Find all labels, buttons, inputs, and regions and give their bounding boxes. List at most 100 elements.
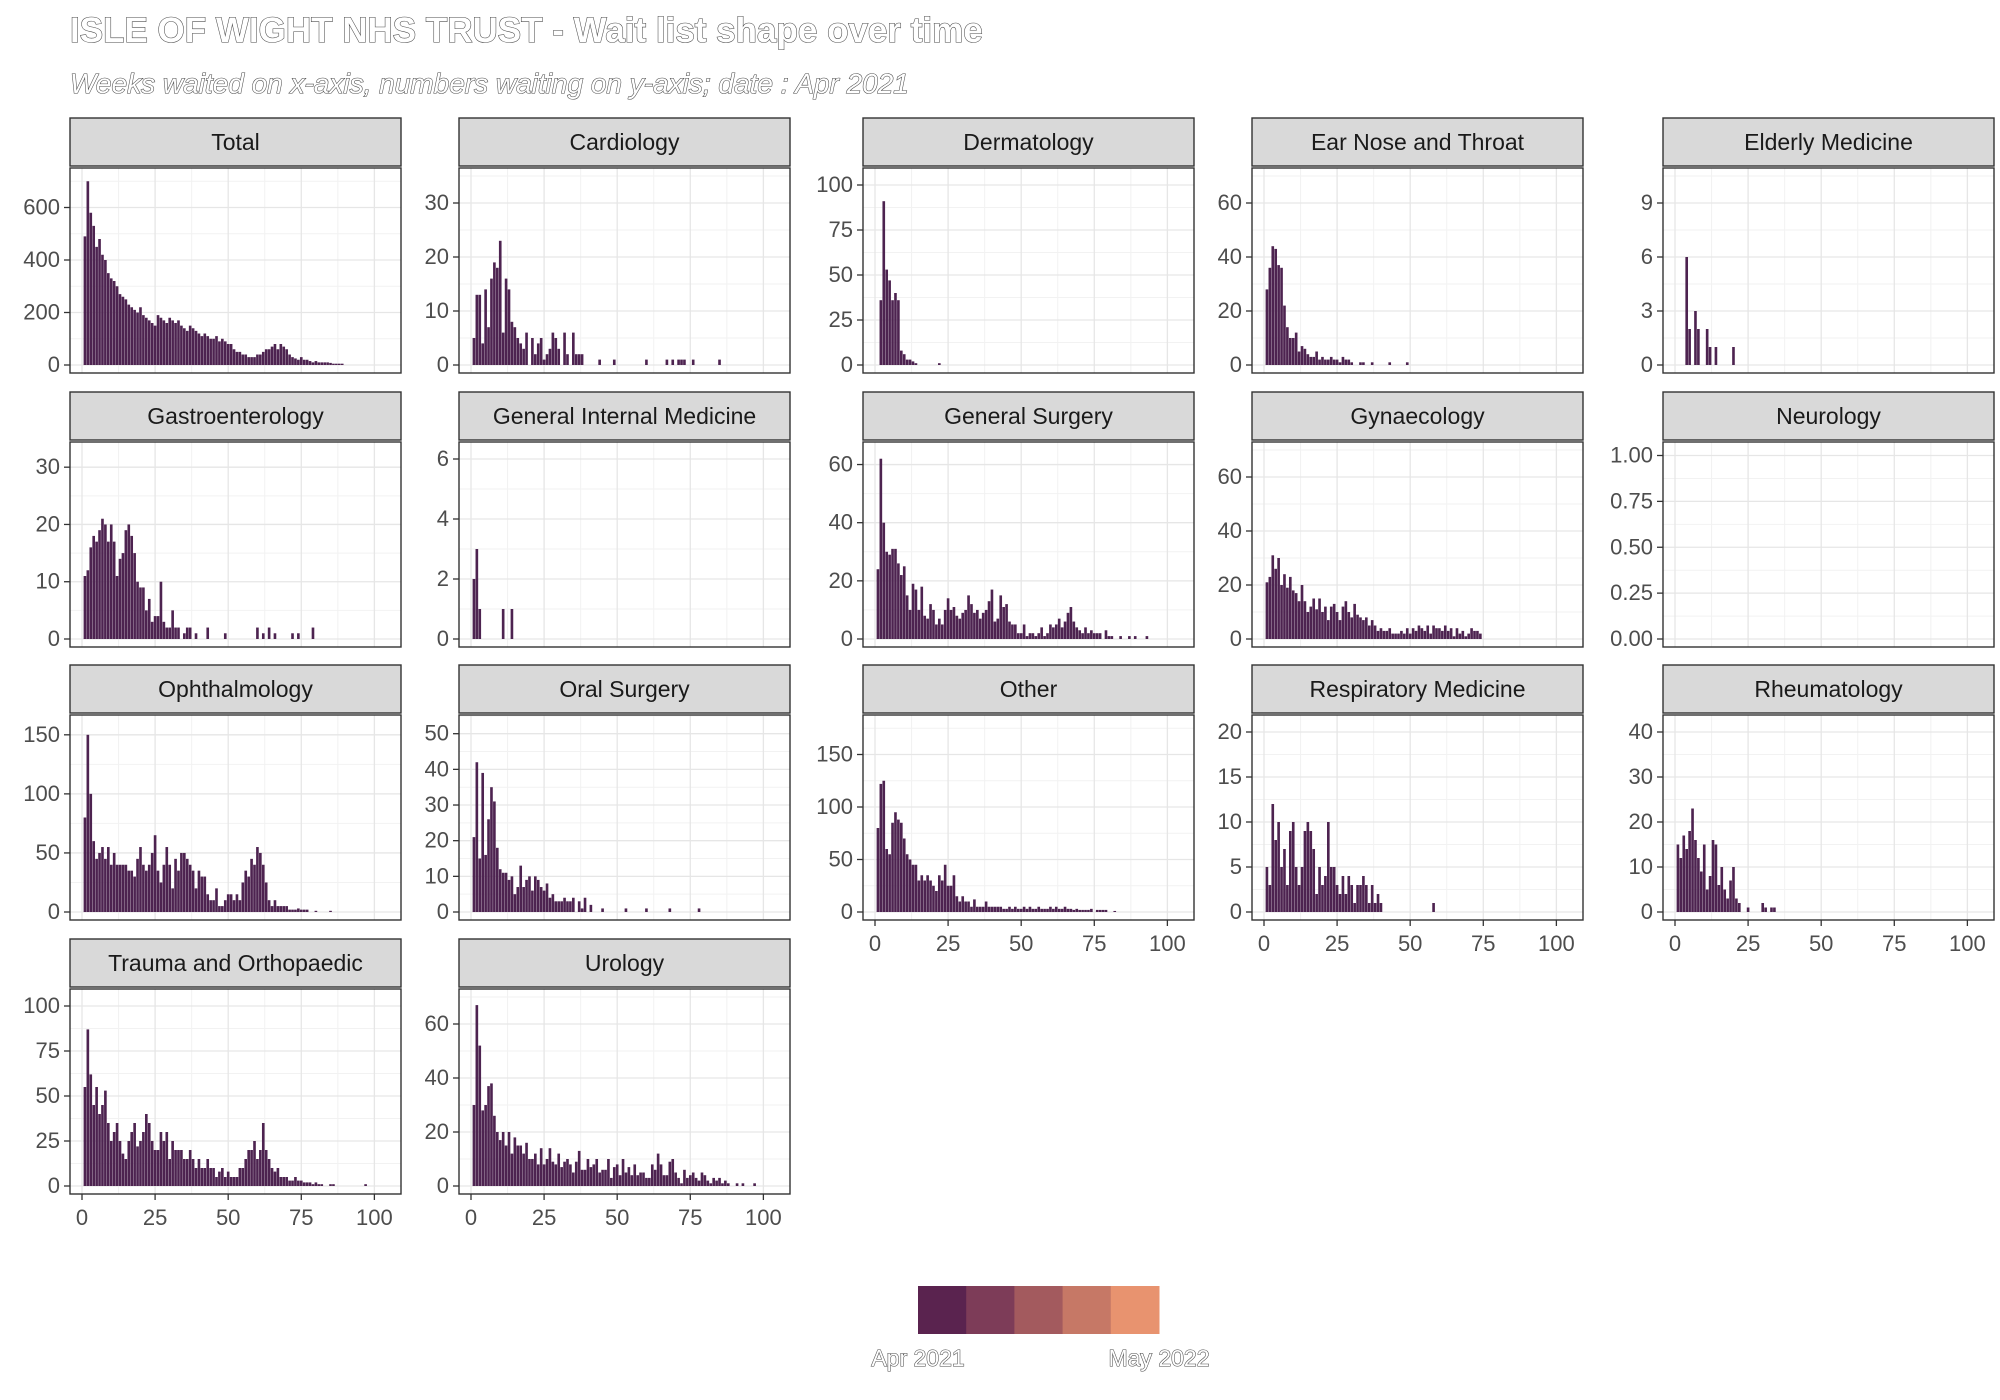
bar bbox=[961, 896, 965, 912]
x-tick-label: 25 bbox=[1325, 931, 1349, 956]
bar bbox=[273, 633, 277, 639]
bar bbox=[908, 359, 912, 365]
bar bbox=[340, 363, 344, 365]
y-tick-label: 30 bbox=[36, 454, 60, 479]
bar bbox=[1060, 627, 1064, 639]
bar bbox=[185, 858, 189, 912]
bar bbox=[209, 338, 212, 365]
bar bbox=[920, 875, 924, 912]
bar bbox=[1113, 910, 1117, 912]
bar bbox=[612, 359, 616, 365]
bar bbox=[1309, 831, 1313, 912]
bar bbox=[364, 1184, 367, 1186]
bar bbox=[83, 576, 87, 639]
y-tick-label: 15 bbox=[1218, 764, 1242, 789]
bar bbox=[1277, 558, 1280, 639]
bar bbox=[498, 1140, 502, 1186]
bar bbox=[185, 330, 189, 365]
bar bbox=[124, 864, 128, 912]
bar bbox=[891, 300, 894, 365]
bar bbox=[223, 1177, 227, 1186]
bar bbox=[188, 1150, 192, 1186]
bar bbox=[615, 1164, 619, 1186]
bar bbox=[106, 1123, 110, 1186]
bar bbox=[495, 1132, 499, 1186]
bar bbox=[475, 294, 479, 365]
bar bbox=[109, 524, 113, 639]
bar bbox=[1449, 628, 1453, 639]
x-tick-label: 0 bbox=[1669, 931, 1681, 956]
bar bbox=[1092, 633, 1096, 639]
bar bbox=[121, 864, 125, 912]
bar bbox=[481, 343, 485, 365]
bar bbox=[1341, 606, 1345, 639]
panel-rheumatology: Rheumatology 0 10 20 30 40 0 25 50 75 100 bbox=[1629, 664, 1995, 956]
bar bbox=[478, 294, 482, 365]
y-tick-label: 20 bbox=[36, 511, 60, 536]
y-tick-label: 0 bbox=[48, 626, 60, 651]
y-tick-label: 40 bbox=[829, 510, 853, 535]
panel-strip bbox=[1251, 391, 1584, 441]
bar bbox=[1049, 906, 1052, 912]
panel-grid bbox=[1663, 168, 1994, 373]
bar bbox=[551, 332, 555, 365]
y-tick-label: 400 bbox=[23, 247, 60, 272]
bar bbox=[542, 1164, 546, 1186]
panel-strip-label: General Surgery bbox=[944, 403, 1113, 429]
bar bbox=[180, 325, 183, 365]
bar bbox=[270, 906, 274, 912]
bar bbox=[267, 349, 271, 365]
bar bbox=[1005, 604, 1008, 639]
bar bbox=[261, 1123, 265, 1186]
panel-strip bbox=[1662, 117, 1995, 167]
bar bbox=[337, 363, 341, 365]
bar bbox=[218, 341, 221, 365]
bar bbox=[1040, 627, 1043, 639]
bar bbox=[1705, 329, 1709, 365]
panel-strip-label: Gastroenterology bbox=[147, 403, 324, 429]
bar bbox=[1327, 822, 1330, 912]
bar bbox=[139, 1141, 142, 1186]
bar bbox=[993, 906, 997, 912]
bar bbox=[648, 1177, 651, 1186]
bar bbox=[1694, 311, 1697, 365]
y-tick-label: 0 bbox=[48, 899, 60, 924]
panel-strip bbox=[1662, 391, 1995, 441]
panel-border bbox=[1251, 167, 1584, 374]
bar bbox=[1732, 347, 1735, 365]
bar bbox=[516, 1145, 520, 1186]
bar bbox=[86, 734, 90, 912]
bar bbox=[1356, 885, 1359, 912]
bar bbox=[329, 910, 332, 912]
bar bbox=[1764, 907, 1767, 912]
bar bbox=[1429, 633, 1432, 639]
bar bbox=[1063, 906, 1067, 912]
bar bbox=[1046, 908, 1049, 912]
bar bbox=[297, 359, 300, 365]
y-tick-label: 60 bbox=[1218, 464, 1242, 489]
bar bbox=[665, 1175, 669, 1186]
bar bbox=[285, 349, 288, 365]
bar bbox=[1145, 636, 1149, 639]
bar bbox=[1291, 338, 1295, 365]
bar bbox=[142, 587, 145, 639]
bar bbox=[150, 852, 154, 912]
bar bbox=[1022, 624, 1026, 639]
bar bbox=[551, 894, 555, 912]
bar bbox=[261, 351, 265, 365]
legend-swatch bbox=[918, 1286, 967, 1334]
panel-strip-label: Total bbox=[211, 129, 260, 155]
bar bbox=[1019, 908, 1023, 912]
bar bbox=[288, 1180, 291, 1186]
bar bbox=[139, 587, 142, 639]
bar bbox=[879, 458, 883, 639]
bar bbox=[294, 358, 297, 365]
bar bbox=[320, 1184, 324, 1186]
panel-bars bbox=[1676, 808, 1776, 912]
bar bbox=[981, 906, 985, 912]
bar bbox=[665, 359, 669, 365]
bar bbox=[1104, 909, 1108, 912]
bar bbox=[1294, 332, 1298, 365]
bar bbox=[215, 1177, 218, 1186]
panel-strip-label: General Internal Medicine bbox=[493, 403, 756, 429]
